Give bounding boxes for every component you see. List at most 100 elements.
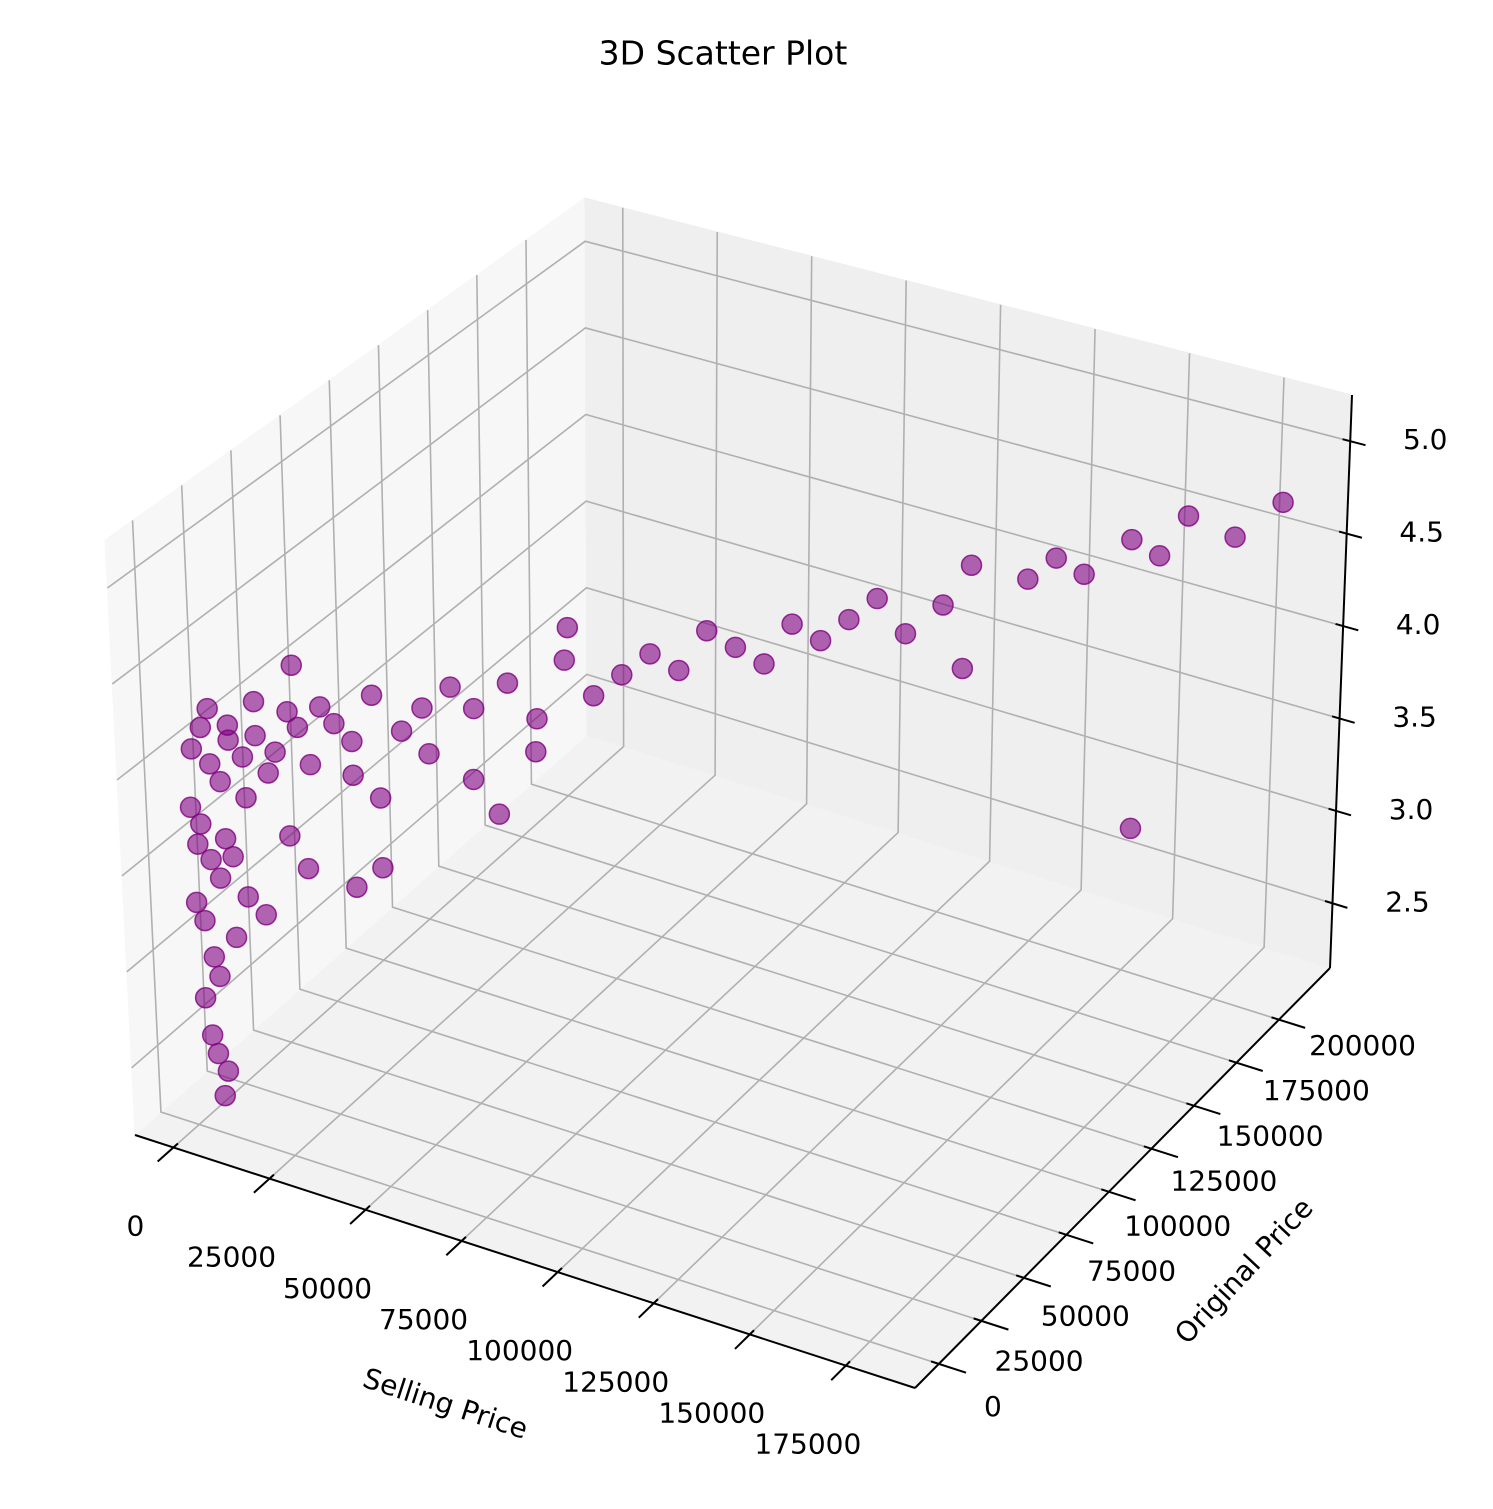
point	[418, 743, 440, 765]
point	[346, 876, 368, 898]
point	[695, 619, 718, 642]
point	[244, 724, 266, 747]
x-tick	[541, 1267, 563, 1288]
y-tick	[973, 1317, 1009, 1331]
y-axis-line	[914, 967, 1331, 1389]
point	[217, 1060, 240, 1082]
x-tick	[157, 1142, 179, 1163]
x-tick-label: 75000	[379, 1303, 468, 1336]
y-tick	[1228, 1059, 1264, 1072]
y-tick	[1015, 1274, 1052, 1288]
y-tick-label: 175000	[1263, 1074, 1370, 1107]
x-grid-line	[461, 280, 907, 1242]
point	[214, 828, 237, 850]
y-grid-line	[180, 485, 982, 1322]
x-tick-label: 150000	[658, 1396, 765, 1429]
point	[781, 613, 803, 635]
x-grid-line	[268, 231, 719, 1180]
z-grid-line	[131, 673, 1333, 1069]
z-grid-line	[106, 240, 1351, 589]
point	[496, 672, 519, 694]
y-grid-line	[377, 345, 1152, 1150]
point	[207, 1042, 230, 1065]
point	[932, 594, 954, 616]
point	[308, 696, 331, 718]
x-axis-label: Selling Price	[359, 1361, 532, 1445]
point	[1017, 568, 1039, 590]
point	[724, 636, 747, 659]
point	[190, 813, 212, 835]
point	[242, 690, 265, 713]
point	[279, 825, 301, 847]
y-tick	[1143, 1145, 1179, 1159]
point	[582, 685, 605, 707]
z-tick-label: 3.5	[1392, 700, 1437, 733]
point	[556, 616, 579, 639]
point	[286, 716, 309, 739]
point	[488, 803, 511, 825]
y-grid-line	[525, 240, 1280, 1021]
z-tick	[1342, 438, 1366, 447]
point	[225, 926, 248, 949]
point	[214, 1084, 236, 1107]
y-grid-line	[279, 415, 1067, 1236]
y-tick-label: 0	[984, 1390, 1002, 1423]
chart-title: 3D Scatter Plot	[599, 34, 848, 73]
point	[439, 676, 461, 698]
x-axis-line	[134, 1134, 916, 1389]
y-tick-label: 125000	[1170, 1164, 1277, 1197]
point	[189, 716, 212, 739]
point	[1045, 547, 1067, 569]
point	[257, 762, 279, 784]
z-tick-label: 5.0	[1403, 423, 1448, 456]
point	[369, 787, 392, 809]
y-grid-line	[328, 380, 1110, 1193]
point	[1224, 526, 1246, 548]
point	[235, 787, 257, 809]
point	[185, 891, 208, 914]
y-tick	[1271, 1016, 1306, 1029]
point	[462, 697, 485, 720]
point	[639, 643, 661, 665]
point	[553, 649, 576, 671]
point	[203, 946, 226, 968]
z-tick	[1324, 900, 1348, 909]
z-tick-label: 2.5	[1385, 885, 1430, 918]
point	[216, 714, 239, 736]
x-grid-line	[653, 328, 1096, 1304]
point	[194, 909, 216, 932]
y-tick	[1100, 1188, 1136, 1202]
z-grid-line	[111, 327, 1347, 685]
point	[411, 697, 433, 719]
z-grid-line	[126, 586, 1337, 973]
x-tick-label: 25000	[187, 1241, 276, 1274]
point	[1148, 545, 1171, 567]
y-grid-line	[131, 520, 940, 1365]
point	[179, 796, 202, 819]
x-tick	[638, 1298, 659, 1319]
point	[1121, 528, 1143, 551]
z-tick-label: 3.0	[1389, 793, 1434, 826]
point	[222, 845, 244, 868]
point	[668, 659, 690, 682]
point	[196, 697, 218, 720]
point	[341, 730, 363, 753]
y-tick	[1186, 1102, 1221, 1116]
point	[1119, 817, 1142, 840]
x-tick-label: 175000	[754, 1428, 861, 1461]
point	[209, 965, 231, 988]
point	[200, 848, 222, 871]
x-grid-line	[365, 256, 813, 1211]
y-tick-label: 200000	[1309, 1029, 1416, 1062]
point	[299, 753, 322, 776]
x-tick	[253, 1173, 275, 1194]
y-tick-label: 75000	[1087, 1255, 1176, 1288]
x-tick	[349, 1204, 371, 1225]
y-tick-label: 50000	[1041, 1300, 1130, 1333]
point	[342, 764, 364, 786]
point	[611, 664, 633, 686]
y-grid-line	[426, 310, 1195, 1107]
y-tick-label: 150000	[1217, 1119, 1324, 1152]
point	[894, 622, 917, 645]
